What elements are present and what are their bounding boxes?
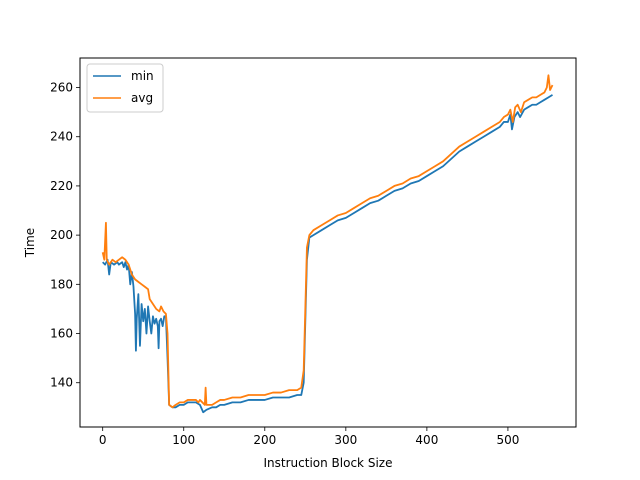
y-tick-label: 180 xyxy=(50,277,73,291)
y-tick-label: 200 xyxy=(50,228,73,242)
legend-label-avg: avg xyxy=(131,91,153,105)
x-tick-label: 400 xyxy=(415,433,438,447)
legend: min avg xyxy=(86,63,164,113)
x-tick-label: 100 xyxy=(172,433,195,447)
x-tick-label: 200 xyxy=(253,433,276,447)
series-line-min xyxy=(102,94,553,414)
legend-label-min: min xyxy=(131,69,154,83)
y-tick-label: 160 xyxy=(50,327,73,341)
y-tick-label: 220 xyxy=(50,179,73,193)
y-tick-label: 140 xyxy=(50,376,73,390)
x-axis-label: Instruction Block Size xyxy=(264,456,393,470)
x-tick-label: 0 xyxy=(99,433,107,447)
x-tick-label: 300 xyxy=(334,433,357,447)
series-line-avg xyxy=(101,74,554,409)
plot-area-frame xyxy=(79,57,577,428)
y-axis-label: Time xyxy=(23,228,37,258)
y-tick-label: 260 xyxy=(50,81,73,95)
x-tick-label: 500 xyxy=(496,433,519,447)
y-tick-label: 240 xyxy=(50,130,73,144)
